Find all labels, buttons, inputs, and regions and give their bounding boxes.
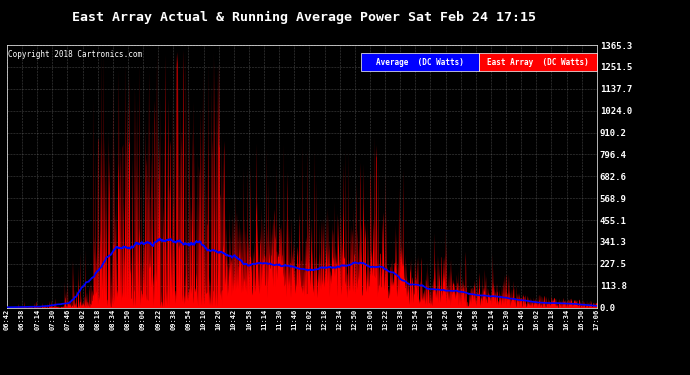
Text: Copyright 2018 Cartronics.com: Copyright 2018 Cartronics.com bbox=[8, 50, 142, 59]
Text: East Array  (DC Watts): East Array (DC Watts) bbox=[487, 58, 589, 67]
FancyBboxPatch shape bbox=[479, 53, 597, 71]
FancyBboxPatch shape bbox=[361, 53, 479, 71]
Text: East Array Actual & Running Average Power Sat Feb 24 17:15: East Array Actual & Running Average Powe… bbox=[72, 11, 535, 24]
Text: Average  (DC Watts): Average (DC Watts) bbox=[376, 58, 464, 67]
